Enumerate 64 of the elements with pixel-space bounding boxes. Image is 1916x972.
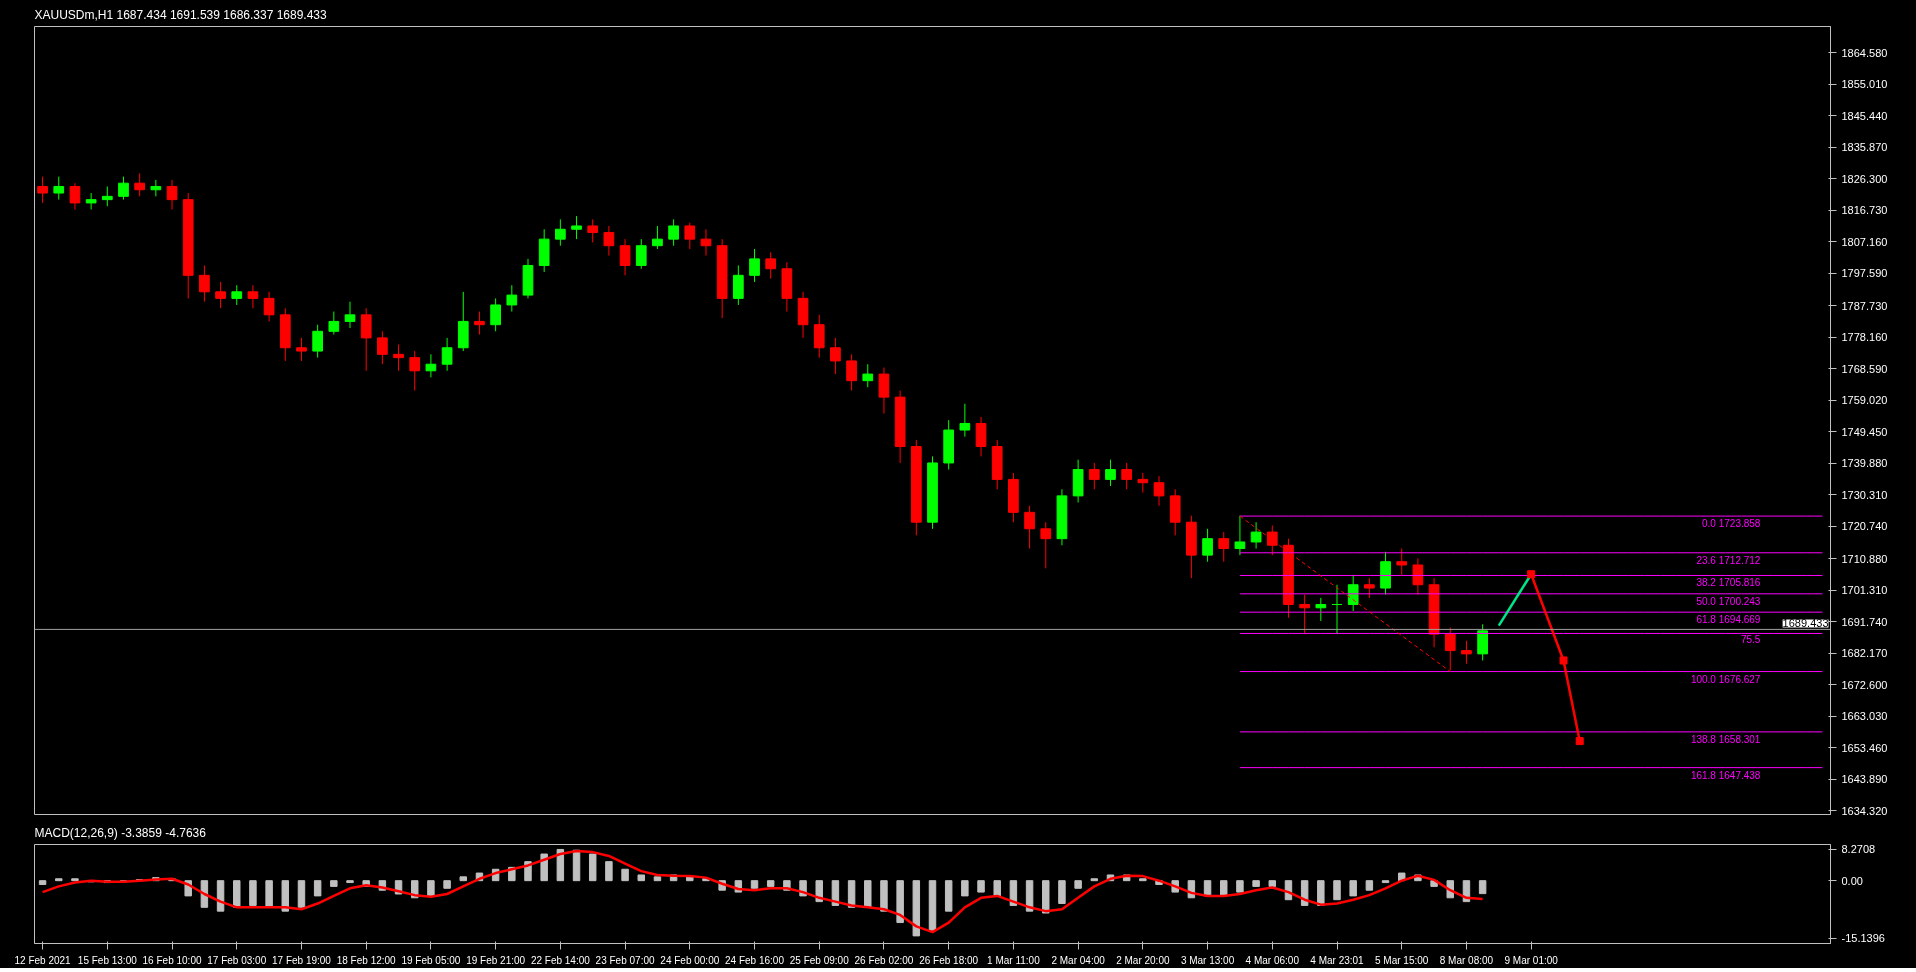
y-tick-label: 1691.740 [1841,615,1888,628]
x-tick-label: 5 Mar 15:00 [1375,954,1429,966]
series-label: 50.0 1700.243 [1696,595,1761,607]
x-tick-label: 26 Feb 18:00 [919,954,979,966]
y-tick-label: 1759.020 [1841,394,1888,407]
y-tick-label: 1730.310 [1841,488,1888,501]
y-tick-label: 1816.730 [1841,204,1888,217]
y-tick-label: 1672.600 [1841,678,1888,691]
x-tick-label: 24 Feb 00:00 [660,954,720,966]
x-tick-label: 4 Mar 23:01 [1310,954,1365,966]
series-label: 38.2 1705.816 [1696,577,1761,589]
x-tick-label: 25 Feb 09:00 [789,954,850,966]
y-tick-label: 1845.440 [1841,109,1888,122]
x-tick-label: 23 Feb 07:00 [595,954,655,966]
x-tick-label: 9 Mar 01:00 [1504,954,1559,966]
y-tick-label: 1864.580 [1841,46,1888,59]
series-label: 161.8 1647.438 [1690,769,1761,781]
x-tick-label: 17 Feb 19:00 [272,954,332,966]
y-tick-label: 0.00 [1841,874,1863,887]
y-tick-label: 1682.170 [1841,647,1888,660]
series-label: 138.8 1658.301 [1690,733,1761,745]
x-tick-label: 19 Feb 05:00 [401,954,461,966]
series-label: 23.6 1712.712 [1696,554,1761,566]
y-tick-label: 8.2708 [1841,843,1876,856]
x-tick-label: 2 Mar 04:00 [1051,954,1106,966]
ref-line-label: 1689.433 [1782,617,1829,630]
series-label: 100.0 1676.627 [1690,673,1761,685]
y-tick-label: 1749.450 [1841,425,1888,438]
x-tick-label: 4 Mar 06:00 [1245,954,1300,966]
series-label: 61.8 1694.669 [1696,614,1761,626]
series-label: 75.5 [1740,634,1761,646]
x-tick-label: 3 Mar 13:00 [1180,954,1235,966]
x-tick-label: 2 Mar 20:00 [1116,954,1170,966]
y-tick-label: 1710.880 [1841,552,1888,565]
y-tick-label: 1634.320 [1841,804,1888,817]
x-tick-label: 8 Mar 08:00 [1439,954,1494,966]
y-tick-label: 1663.030 [1841,710,1888,723]
x-tick-label: 22 Feb 14:00 [530,954,591,966]
y-tick-label: 1787.730 [1841,299,1888,312]
x-tick-label: 15 Feb 13:00 [77,954,138,966]
x-tick-label: 24 Feb 16:00 [725,954,785,966]
y-tick-label: 1720.740 [1841,520,1888,533]
x-tick-label: 18 Feb 12:00 [336,954,397,966]
y-tick-label: 1797.590 [1841,267,1888,280]
y-tick-label: 1826.300 [1841,172,1888,185]
y-tick-label: 1855.010 [1841,78,1888,91]
y-tick-label: 1778.160 [1841,331,1888,344]
x-tick-label: 17 Feb 03:00 [207,954,267,966]
y-tick-label: 1701.310 [1841,584,1888,597]
y-tick-label: 1643.890 [1841,773,1888,786]
x-tick-label: 19 Feb 21:00 [466,954,526,966]
x-tick-label: 26 Feb 02:00 [854,954,914,966]
y-tick-label: 1835.870 [1841,141,1888,154]
y-tick-label: 1807.160 [1841,235,1888,248]
x-tick-label: 12 Feb 2021 [14,954,72,966]
series-label: 0.0 1723.858 [1702,518,1761,530]
chart-title: MACD(12,26,9) -3.3859 -4.7636 [34,825,207,840]
x-tick-label: 1 Mar 11:00 [987,954,1041,966]
y-tick-label: -15.1396 [1841,932,1885,945]
x-tick-label: 16 Feb 10:00 [142,954,202,966]
y-tick-label: 1768.590 [1841,362,1888,375]
chart-title: XAUUSDm,H1 1687.434 1691.539 1686.337 1689.433 [34,7,328,22]
y-tick-label: 1739.880 [1841,457,1888,470]
y-tick-label: 1653.460 [1841,741,1888,754]
